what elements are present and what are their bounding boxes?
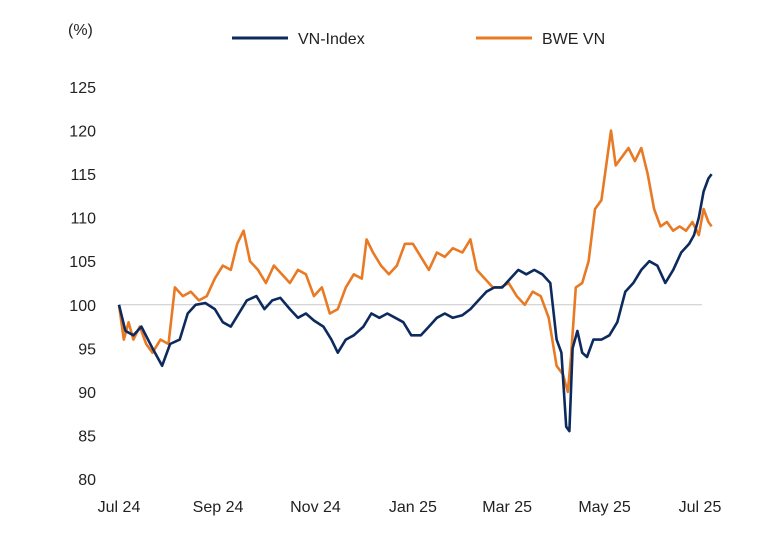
y-tick-label-90: 90: [78, 385, 96, 402]
y-tick-label-120: 120: [69, 124, 96, 141]
legend-label-bwe-vn: BWE VN: [542, 31, 605, 48]
y-tick-label-105: 105: [69, 254, 96, 271]
y-tick-label-110: 110: [70, 211, 96, 228]
x-tick-label-jul-24: Jul 24: [98, 499, 141, 516]
y-tick-label-100: 100: [69, 298, 96, 315]
x-tick-label-may-25: May 25: [578, 499, 631, 516]
y-tick-label-95: 95: [78, 341, 96, 358]
x-axis: Jul 24 Sep 24 Nov 24 Jan 25 Mar 25 May 25 Jul …: [98, 499, 722, 516]
y-tick-label-80: 80: [78, 472, 96, 489]
x-tick-label-jul-25: Jul 25: [679, 499, 722, 516]
legend: VN-Index BWE VN: [232, 31, 605, 48]
x-tick-label-sep-24: Sep 24: [193, 499, 244, 516]
y-tick-label-115: 115: [70, 167, 96, 184]
series-line-vn-index: [117, 173, 713, 433]
y-tick-label-125: 125: [69, 80, 96, 97]
y-tick-label-85: 85: [78, 428, 96, 445]
series-line-bwe-vn: [117, 129, 713, 394]
x-tick-label-mar-25: Mar 25: [482, 499, 532, 516]
plot-area: [117, 129, 713, 433]
y-axis: 80 85 90 95 100 105 110 115 120 125: [69, 80, 96, 489]
y-axis-unit-label: (%): [68, 22, 93, 39]
x-tick-label-nov-24: Nov 24: [290, 499, 341, 516]
legend-label-vn-index: VN-Index: [298, 31, 365, 48]
x-tick-label-jan-25: Jan 25: [389, 499, 437, 516]
